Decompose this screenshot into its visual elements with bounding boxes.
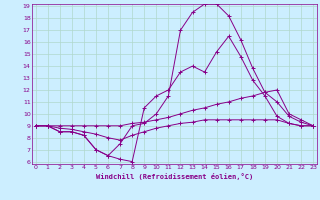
X-axis label: Windchill (Refroidissement éolien,°C): Windchill (Refroidissement éolien,°C)	[96, 173, 253, 180]
